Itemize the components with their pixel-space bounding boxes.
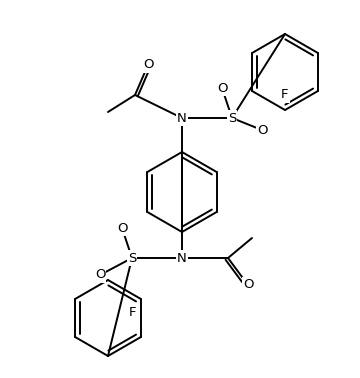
Text: O: O xyxy=(217,82,227,94)
Text: O: O xyxy=(95,268,105,282)
Text: O: O xyxy=(243,279,253,291)
Text: O: O xyxy=(117,222,127,234)
Text: F: F xyxy=(129,307,137,319)
Text: S: S xyxy=(228,112,236,124)
Text: S: S xyxy=(128,251,136,265)
Text: O: O xyxy=(257,124,267,136)
Text: O: O xyxy=(143,59,153,71)
Text: N: N xyxy=(177,112,187,124)
Text: F: F xyxy=(281,88,289,102)
Text: N: N xyxy=(177,251,187,265)
